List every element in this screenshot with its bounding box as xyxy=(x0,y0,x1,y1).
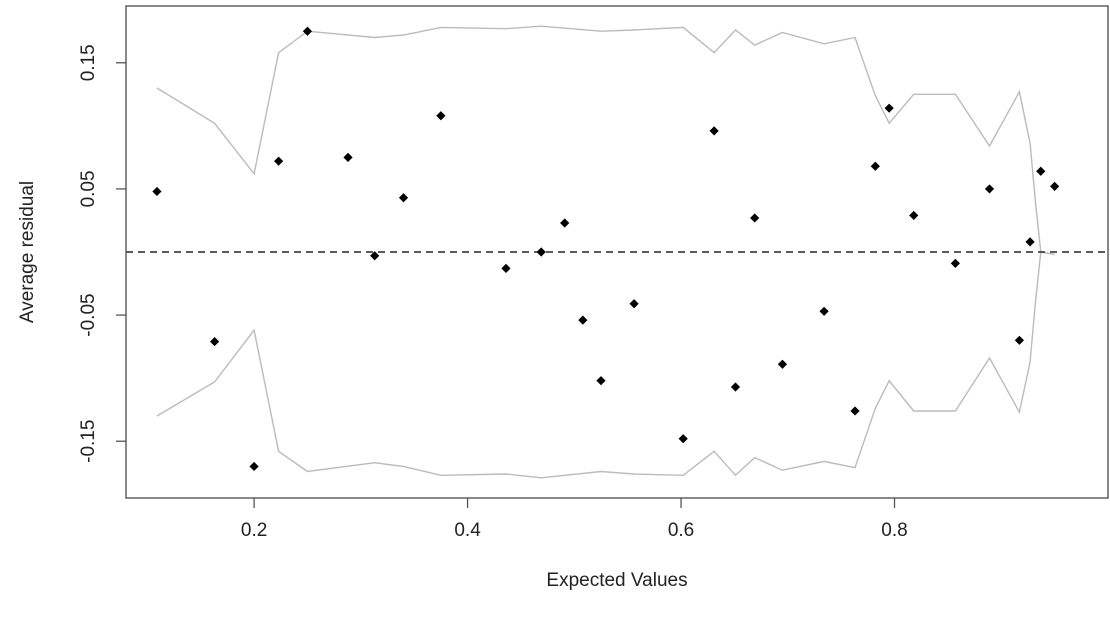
x-axis-title: Expected Values xyxy=(546,570,687,591)
data-point-3 xyxy=(274,156,284,166)
y-tick-label: 0.05 xyxy=(78,170,99,207)
y-tick-label: 0.15 xyxy=(78,44,99,81)
data-point-29 xyxy=(1036,166,1046,176)
data-point-24 xyxy=(909,210,919,221)
data-point-21 xyxy=(850,406,860,416)
y-tick-label: -0.05 xyxy=(78,293,99,336)
data-point-1 xyxy=(209,336,220,347)
lower-band-line xyxy=(156,251,1042,479)
data-point-28 xyxy=(1025,237,1035,247)
data-point-12 xyxy=(578,315,588,325)
data-point-18 xyxy=(750,213,760,223)
x-tick-label: 0.6 xyxy=(668,520,694,541)
x-tick-label: 0.8 xyxy=(881,520,907,541)
data-point-20 xyxy=(819,306,829,316)
residual-points xyxy=(152,26,1060,472)
data-point-14 xyxy=(629,299,639,309)
data-point-13 xyxy=(596,376,606,386)
data-point-27 xyxy=(1014,335,1025,345)
data-point-30 xyxy=(1050,181,1060,191)
data-point-6 xyxy=(370,251,380,261)
data-point-0 xyxy=(152,186,162,197)
y-tick-label: -0.15 xyxy=(78,420,99,463)
data-point-7 xyxy=(398,193,409,203)
plot-frame xyxy=(125,5,1109,499)
confidence-band xyxy=(156,25,1055,479)
data-point-2 xyxy=(249,461,259,472)
data-point-22 xyxy=(870,161,880,171)
data-point-5 xyxy=(343,152,353,162)
data-point-16 xyxy=(709,126,719,136)
data-point-19 xyxy=(777,359,788,369)
upper-band-line xyxy=(156,25,1055,256)
data-point-10 xyxy=(536,247,546,257)
x-tick-label: 0.4 xyxy=(454,520,481,541)
data-point-15 xyxy=(678,434,688,444)
data-point-9 xyxy=(501,263,511,273)
data-point-11 xyxy=(560,218,570,228)
data-point-8 xyxy=(436,111,446,121)
data-point-4 xyxy=(302,26,313,36)
data-point-23 xyxy=(884,103,894,113)
data-point-26 xyxy=(984,184,995,194)
y-axis: -0.15 -0.05 0.05 0.15 xyxy=(78,44,126,463)
x-tick-label: 0.2 xyxy=(241,520,267,541)
y-axis-title: Average residual xyxy=(17,181,38,323)
x-axis: 0.2 0.4 0.6 0.8 xyxy=(241,498,908,541)
data-point-17 xyxy=(730,382,741,392)
data-point-25 xyxy=(950,258,960,268)
